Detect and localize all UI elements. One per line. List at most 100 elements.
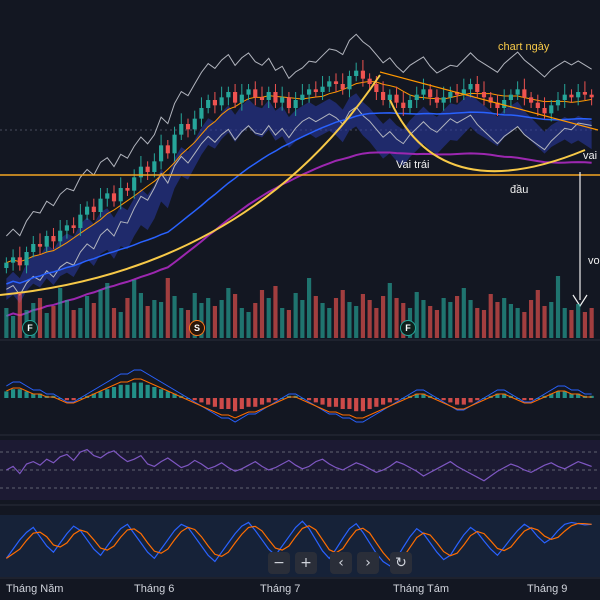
event-marker-f[interactable]: F	[22, 320, 38, 336]
macd-histogram-bar	[340, 398, 345, 409]
candle-body	[461, 89, 466, 95]
volume-bar	[111, 308, 117, 338]
candle-body	[354, 70, 359, 76]
candle-body	[428, 89, 433, 98]
volume-bar	[58, 288, 63, 338]
volume-bar	[179, 308, 184, 338]
candle-body	[259, 97, 265, 100]
reset-button[interactable]: ↻	[390, 552, 412, 574]
scroll-left-button[interactable]: ‹	[330, 552, 352, 574]
candle-body	[132, 177, 137, 191]
macd-histogram-bar	[576, 393, 581, 398]
zoom-in-button[interactable]: +	[295, 552, 317, 574]
macd-histogram-bar	[259, 398, 265, 405]
macd-histogram-bar	[145, 384, 150, 398]
volume-bar	[529, 300, 534, 338]
volume-bar	[286, 310, 291, 338]
head-label: đầu	[510, 184, 529, 196]
macd-histogram-bar	[327, 398, 332, 407]
candle-body	[313, 89, 318, 92]
macd-histogram-bar	[502, 393, 507, 398]
candle-body	[172, 134, 177, 154]
candle-body	[515, 89, 520, 95]
macd-histogram-bar	[219, 398, 224, 409]
right-shoulder-label: vai r	[583, 150, 600, 162]
volume-bar	[502, 298, 507, 338]
candle-body	[347, 76, 352, 90]
volume-bar	[448, 302, 453, 338]
volume-bar	[273, 286, 278, 338]
event-marker-s[interactable]: S	[189, 320, 205, 336]
volume-bar	[44, 313, 49, 338]
candle-body	[448, 92, 453, 98]
macd-histogram-bar	[387, 398, 392, 403]
stoch-d-line	[6, 522, 592, 563]
ichimoku-cloud	[6, 92, 592, 304]
volume-bar	[367, 300, 372, 338]
volume-bar	[434, 310, 439, 338]
volume-bar	[340, 290, 345, 338]
candle-body	[367, 78, 372, 84]
candle-body	[219, 97, 224, 106]
candle-body	[280, 97, 285, 103]
macd-histogram-bar	[313, 398, 318, 403]
macd-line	[6, 369, 592, 423]
candle-body	[360, 70, 365, 79]
volume-bar	[441, 298, 446, 338]
macd-histogram-bar	[17, 389, 22, 398]
candle-body	[529, 97, 534, 103]
macd-histogram-bar	[529, 398, 534, 401]
macd-histogram-bar	[152, 387, 157, 398]
macd-histogram-bar	[414, 393, 419, 398]
candle-body	[192, 118, 197, 130]
macd-histogram-bar	[11, 389, 16, 398]
candle-body	[576, 92, 581, 98]
volume-bar	[192, 293, 197, 338]
candle-body	[58, 230, 63, 242]
candle-body	[495, 102, 500, 108]
scroll-right-button[interactable]: ›	[357, 552, 379, 574]
macd-histogram-bar	[37, 393, 43, 398]
volume-bar	[374, 308, 379, 338]
candle-body	[239, 94, 244, 103]
macd-histogram-bar	[569, 393, 574, 398]
candle-body	[307, 89, 312, 95]
macd-histogram-bar	[111, 387, 117, 398]
volume-bar	[159, 302, 164, 338]
zoom-out-button[interactable]: −	[268, 552, 290, 574]
macd-histogram-bar	[549, 393, 554, 398]
candle-body	[535, 102, 540, 108]
candle-body	[502, 100, 507, 108]
volume-bar	[555, 276, 561, 338]
volume-bar	[508, 304, 513, 338]
candle-body	[468, 84, 473, 90]
volume-bar	[313, 296, 318, 338]
macd-histogram-bar	[394, 398, 399, 401]
volume-bar	[562, 308, 567, 338]
volume-bar	[78, 308, 83, 338]
volume-bar	[259, 290, 265, 338]
macd-histogram-bar	[367, 398, 372, 409]
volume-bar	[71, 310, 76, 338]
volume-bar	[64, 300, 69, 338]
candle-body	[91, 206, 96, 212]
candle-body	[266, 92, 271, 100]
volume-bar	[17, 293, 22, 338]
volume-bar	[91, 303, 96, 338]
candle-body	[293, 100, 298, 108]
macd-histogram-bar	[562, 391, 567, 398]
x-tick-label: Tháng 9	[527, 583, 568, 595]
volume-bar	[280, 308, 285, 338]
macd-histogram-bar	[159, 389, 164, 398]
x-tick-label: Tháng Tám	[393, 583, 450, 595]
macd-histogram-bar	[354, 398, 359, 412]
volume-bar	[515, 308, 520, 338]
macd-histogram-bar	[206, 398, 211, 405]
candle-body	[64, 225, 69, 231]
macd-histogram-bar	[374, 398, 379, 407]
event-marker-f[interactable]: F	[400, 320, 416, 336]
left-shoulder-label: Vai trái	[396, 159, 430, 171]
volume-bar	[488, 294, 493, 338]
